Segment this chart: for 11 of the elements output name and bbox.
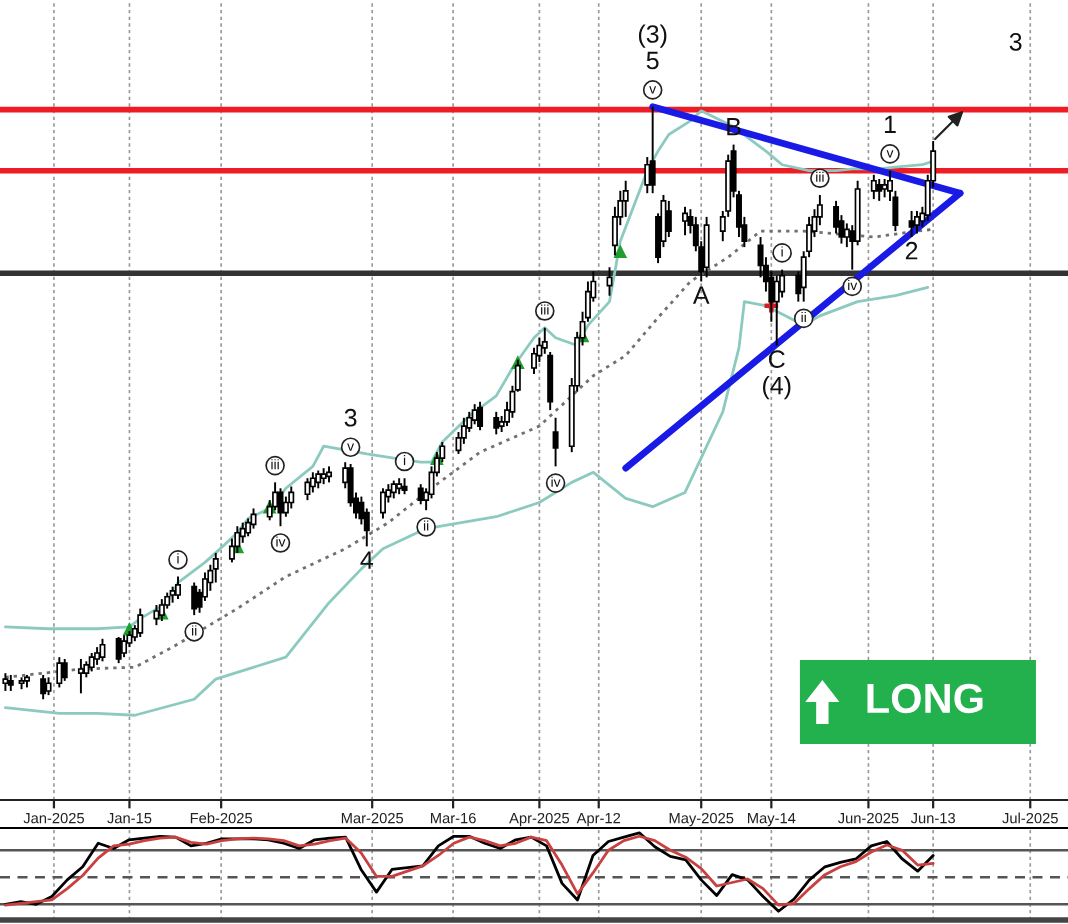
annotation: 5	[646, 51, 659, 70]
annotation: 4	[360, 551, 374, 569]
annotation: (4)	[763, 376, 791, 400]
annotation: LONG	[867, 683, 983, 714]
annotation: 2	[905, 241, 918, 260]
annotation: A	[692, 286, 710, 304]
text: 3	[1009, 33, 1022, 51]
annotation: 3	[344, 408, 357, 427]
annotation: (3)	[638, 24, 667, 48]
annotation: 1	[884, 115, 896, 133]
annotation: C	[768, 350, 785, 369]
